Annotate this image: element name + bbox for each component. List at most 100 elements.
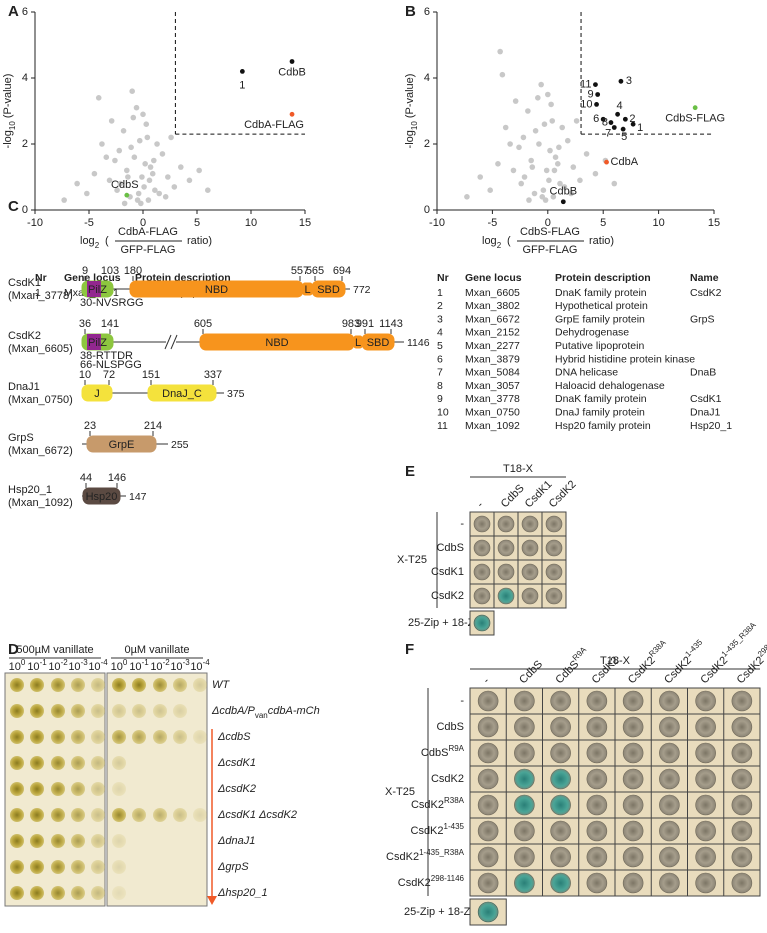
point — [538, 81, 544, 88]
dilution-label-part: 10 — [111, 661, 123, 673]
colony-spot — [514, 846, 535, 868]
highlight-point — [622, 116, 628, 122]
colony-spot — [51, 756, 65, 770]
point — [116, 147, 123, 154]
row-label: CsdK21-435_R38A — [386, 848, 465, 863]
point — [543, 167, 550, 174]
column-label-part: 1-435 — [683, 637, 704, 658]
point — [152, 187, 158, 193]
protein-locus: (Mxan_6605) — [8, 343, 73, 355]
row-label-part: 1-435 — [444, 822, 465, 831]
residue-number: 991 — [356, 318, 374, 330]
row-label-part: CsdK2 — [411, 825, 444, 837]
colony-spot — [473, 563, 491, 581]
table-cell: 4 — [437, 327, 443, 339]
point — [171, 184, 178, 190]
point-label: CdbB — [278, 66, 306, 78]
colony-spot — [91, 704, 105, 718]
point — [570, 164, 577, 170]
x-axis-label: CdbS-FLAG — [520, 226, 580, 238]
colony-spot — [10, 834, 24, 848]
table-cell: Haloacid dehalogenase — [555, 380, 665, 392]
point — [464, 194, 470, 200]
domain-label: DnaJ_C — [162, 388, 202, 400]
colony-spot — [586, 690, 608, 712]
strain-label-part: ΔcsdK2 — [217, 783, 256, 795]
domain-label: L — [355, 337, 361, 349]
y-tick-label: 4 — [22, 72, 28, 84]
point — [142, 161, 148, 167]
point — [139, 174, 145, 180]
colony-spot — [51, 834, 65, 848]
colony-spot — [477, 872, 499, 894]
colony-spot — [622, 716, 644, 738]
point — [497, 48, 503, 55]
colony-spot — [659, 794, 680, 816]
row-label: CsdK2 — [431, 773, 464, 785]
point-label: CdbB — [550, 186, 578, 198]
x-tick-label: -10 — [429, 217, 445, 229]
point — [162, 194, 169, 200]
motif-label: 38-RTTDR — [80, 350, 133, 362]
point — [541, 121, 548, 127]
point — [151, 157, 157, 164]
row-label: CsdK2298-1146 — [398, 874, 465, 889]
row-label: CsdK21-435 — [411, 822, 465, 837]
domain-label: Hsp20 — [86, 491, 118, 503]
strain-label: ΔcsdK2 — [217, 783, 256, 795]
colony-spot — [659, 690, 680, 712]
point — [546, 177, 552, 184]
table-cell: Hsp20_1 — [690, 420, 732, 432]
colony-spot — [193, 808, 207, 822]
panel-label: B — [405, 3, 416, 20]
protein-locus: (Mxan_1092) — [8, 497, 73, 509]
strain-label: ΔcdbA/PvancdbA-mCh — [211, 705, 320, 720]
colony-spot — [153, 730, 167, 744]
point — [545, 91, 551, 98]
colony-spot — [622, 872, 644, 894]
highlight-point — [608, 120, 614, 125]
highlight-point — [560, 199, 566, 205]
table-cell: 1 — [35, 287, 41, 299]
colony-spot — [193, 678, 207, 692]
protein-name: DnaJ1 — [8, 381, 40, 393]
table-cell: Hypothetical protein — [555, 300, 648, 312]
point — [531, 190, 538, 197]
y-axis-label-part: -log — [2, 130, 14, 148]
colony-spot — [550, 716, 571, 738]
dilution-label: 10-2 — [150, 658, 170, 673]
point — [520, 134, 527, 141]
dilution-label-part: -1 — [40, 658, 48, 667]
y-axis-label-part: 10 — [410, 121, 419, 130]
y-axis-label: -log10 (P-value) — [404, 74, 419, 149]
strain-label: ΔcdbS — [217, 731, 251, 743]
condition-label: 500µM vanillate — [16, 644, 93, 656]
colony-spot — [622, 846, 644, 868]
point — [573, 118, 580, 124]
dilution-label-part: 10 — [190, 661, 202, 673]
y-tick-label: 6 — [424, 6, 430, 18]
axis-top-label: T18-X — [503, 463, 534, 475]
control-spot — [477, 901, 499, 923]
x-axis-label-part: 2 — [95, 241, 100, 250]
colony-spot — [731, 872, 753, 894]
dilution-label: 10-3 — [170, 658, 190, 673]
highlight-point — [615, 111, 621, 117]
colony-spot — [586, 846, 608, 868]
colony-spot — [659, 742, 680, 764]
residue-number: 180 — [124, 265, 142, 277]
protein-length: 255 — [171, 439, 189, 451]
point — [128, 144, 134, 151]
domain — [81, 384, 113, 402]
point-label: 11 — [580, 79, 591, 91]
colony-spot — [91, 860, 105, 874]
point — [547, 147, 553, 154]
table-cell: Putative lipoprotein — [555, 340, 644, 352]
colony-spot — [586, 794, 608, 816]
colony-spot — [153, 678, 167, 692]
highlight-point — [618, 78, 624, 84]
colony-spot — [622, 820, 644, 842]
x-tick-label: 10 — [652, 217, 664, 229]
point-label: CdbS — [111, 179, 139, 191]
colony-spot — [497, 587, 515, 605]
